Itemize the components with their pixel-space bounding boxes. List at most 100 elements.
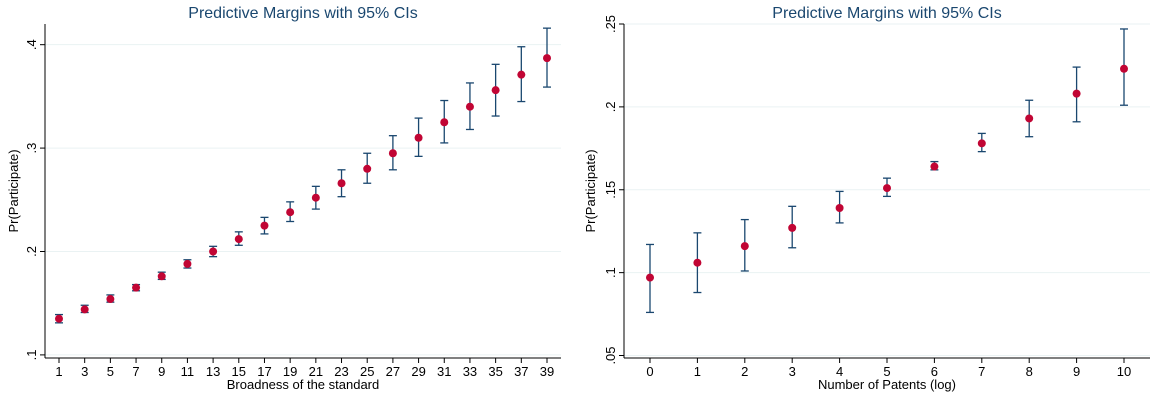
data-point bbox=[883, 184, 891, 193]
data-point-group bbox=[788, 205, 797, 249]
data-point bbox=[930, 162, 939, 171]
data-point bbox=[183, 259, 192, 268]
data-point-group bbox=[930, 160, 939, 171]
y-tick-label: .25 bbox=[603, 15, 618, 33]
x-tick-label: 4 bbox=[836, 364, 843, 379]
x-tick-label: 3 bbox=[81, 364, 88, 379]
y-tick-label: .1 bbox=[603, 267, 618, 278]
data-point-group bbox=[106, 294, 115, 304]
data-point-group bbox=[132, 283, 141, 292]
data-point bbox=[363, 164, 372, 173]
data-point-group bbox=[286, 201, 295, 223]
x-tick-label: 27 bbox=[386, 364, 400, 379]
data-point-group bbox=[440, 99, 449, 144]
data-point-group bbox=[55, 313, 63, 324]
x-tick-label: 15 bbox=[232, 364, 246, 379]
data-point bbox=[209, 247, 218, 256]
x-tick-label: 37 bbox=[514, 364, 528, 379]
y-tick-label: .4 bbox=[24, 39, 39, 50]
data-point-group bbox=[883, 177, 891, 198]
y-axis-label: Pr(Participate) bbox=[6, 149, 21, 232]
data-point-group bbox=[1072, 66, 1081, 123]
x-tick-label: 5 bbox=[883, 364, 890, 379]
data-point bbox=[788, 223, 797, 232]
data-point bbox=[234, 235, 243, 244]
data-point bbox=[440, 118, 449, 127]
data-point bbox=[1120, 64, 1128, 73]
x-tick-label: 1 bbox=[55, 364, 62, 379]
data-point-group bbox=[835, 190, 844, 224]
x-tick-label: 9 bbox=[158, 364, 165, 379]
x-tick-label: 39 bbox=[540, 364, 554, 379]
data-point-group bbox=[1120, 28, 1128, 106]
x-tick-label: 0 bbox=[646, 364, 653, 379]
x-tick-label: 7 bbox=[132, 364, 139, 379]
data-point bbox=[337, 179, 346, 188]
data-point-group bbox=[414, 117, 423, 158]
x-tick-label: 1 bbox=[694, 364, 701, 379]
data-point-group bbox=[517, 46, 526, 103]
chart-title: Predictive Margins with 95% CIs bbox=[772, 5, 1001, 22]
right-chart: Predictive Margins with 95% CIs .05 .1 .15.… bbox=[583, 5, 1150, 392]
data-point-group bbox=[491, 63, 500, 117]
x-tick-label: 29 bbox=[411, 364, 425, 379]
data-point bbox=[517, 70, 526, 79]
data-point-group bbox=[363, 152, 372, 184]
data-point bbox=[132, 283, 141, 292]
data-point bbox=[286, 208, 295, 217]
x-axis-label: Broadness of the standard bbox=[227, 377, 380, 392]
data-point bbox=[491, 86, 500, 95]
data-point-group bbox=[388, 135, 397, 171]
data-point-group bbox=[543, 27, 551, 88]
data-point-group bbox=[311, 185, 320, 210]
x-tick-label: 13 bbox=[206, 364, 220, 379]
data-point bbox=[260, 221, 269, 230]
data-point-group bbox=[693, 232, 702, 294]
x-tick-label: 3 bbox=[789, 364, 796, 379]
data-point bbox=[740, 242, 749, 251]
x-tick-label: 35 bbox=[488, 364, 502, 379]
data-point bbox=[388, 149, 397, 158]
data-point-group bbox=[80, 304, 89, 314]
data-point-group bbox=[157, 271, 166, 281]
data-point bbox=[465, 102, 474, 111]
y-tick-label: .15 bbox=[603, 181, 618, 199]
x-tick-label: 31 bbox=[437, 364, 451, 379]
y-axis-label: Pr(Participate) bbox=[583, 149, 598, 232]
data-point-group bbox=[260, 216, 269, 235]
x-tick-label: 17 bbox=[257, 364, 271, 379]
data-point bbox=[80, 305, 89, 314]
data-point-group bbox=[337, 169, 346, 198]
y-tick-label: .2 bbox=[603, 101, 618, 112]
x-tick-label: 25 bbox=[360, 364, 374, 379]
data-point bbox=[1072, 89, 1081, 98]
y-tick-label: .2 bbox=[24, 246, 39, 257]
data-point bbox=[646, 273, 654, 282]
x-tick-label: 21 bbox=[309, 364, 323, 379]
chart-title: Predictive Margins with 95% CIs bbox=[188, 5, 417, 22]
x-tick-label: 5 bbox=[107, 364, 114, 379]
data-point bbox=[835, 203, 844, 212]
data-point-group bbox=[646, 243, 654, 314]
data-point-group bbox=[977, 132, 986, 153]
y-tick-label: .05 bbox=[603, 346, 618, 364]
data-point bbox=[1025, 114, 1034, 123]
data-point-group bbox=[740, 218, 749, 272]
y-tick-label: .1 bbox=[24, 349, 39, 360]
data-point-group bbox=[1025, 99, 1034, 138]
x-tick-label: 23 bbox=[334, 364, 348, 379]
y-tick-label: .3 bbox=[24, 143, 39, 154]
left-chart: Predictive Margins with 95% CIs .1 .2 .3 .4 1… bbox=[6, 5, 561, 392]
x-tick-label: 33 bbox=[463, 364, 477, 379]
x-tick-label: 11 bbox=[181, 364, 195, 379]
data-point-group bbox=[234, 231, 243, 246]
data-point bbox=[414, 133, 423, 142]
x-tick-label: 8 bbox=[1026, 364, 1033, 379]
data-point bbox=[55, 314, 63, 323]
x-tick-label: 19 bbox=[283, 364, 297, 379]
data-point bbox=[106, 295, 115, 304]
x-tick-label: 10 bbox=[1117, 364, 1131, 379]
data-point bbox=[157, 272, 166, 281]
data-point bbox=[311, 193, 320, 202]
data-point-group bbox=[465, 82, 474, 131]
